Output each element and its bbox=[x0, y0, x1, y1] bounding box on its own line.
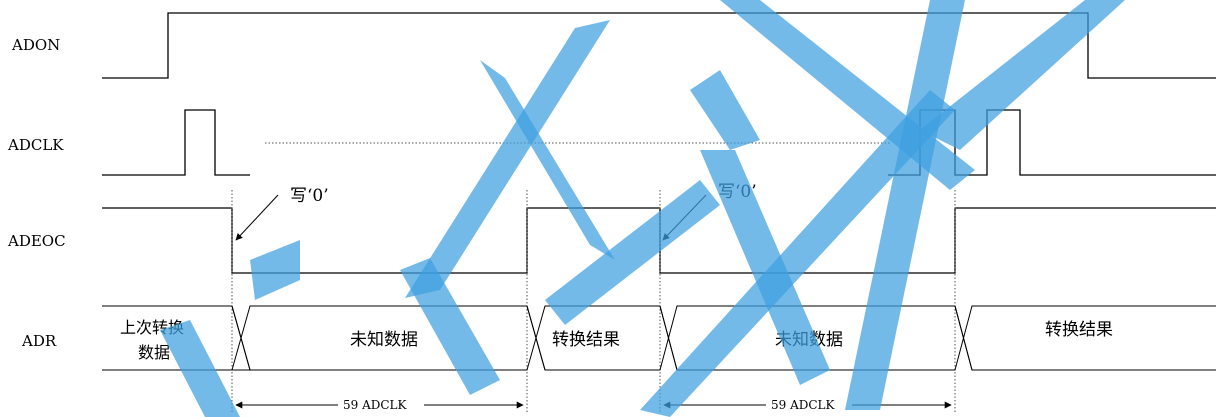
signal-label-adon: ADON bbox=[11, 36, 60, 54]
dimension-label-1: 59 ADCLK bbox=[343, 398, 408, 412]
write-zero-arrow-1 bbox=[235, 194, 279, 241]
adon-waveform bbox=[102, 12, 1216, 79]
signal-label-adeoc: ADEOC bbox=[7, 232, 66, 250]
dimension-label-bg-2 bbox=[766, 398, 852, 412]
signal-label-adr: ADR bbox=[21, 332, 57, 350]
adr-conversion-result-2: 转换结果 bbox=[1045, 320, 1113, 340]
dimension-label-2: 59 ADCLK bbox=[771, 398, 836, 412]
dimension-label-bg-1 bbox=[338, 398, 424, 412]
signal-label-adclk: ADCLK bbox=[7, 136, 64, 154]
watermark-logo bbox=[160, 0, 1125, 417]
adr-unknown-data-1: 未知数据 bbox=[350, 330, 418, 350]
adclk-waveform-start bbox=[102, 109, 250, 176]
adr-previous-data-line2: 数据 bbox=[138, 343, 170, 362]
adr-conversion-result-1: 转换结果 bbox=[552, 330, 620, 350]
write-zero-note-1: 写‘0’ bbox=[290, 186, 329, 206]
